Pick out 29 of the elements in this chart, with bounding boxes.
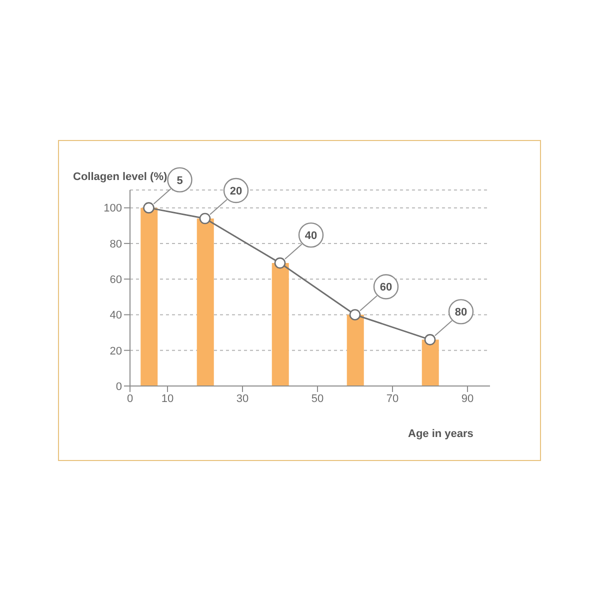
point	[349, 309, 361, 320]
point	[199, 212, 211, 224]
y-tick-label: 0	[116, 380, 122, 393]
point	[424, 334, 436, 346]
annotation: 40	[304, 230, 318, 242]
y-axis-title: Collagen level (%)	[73, 171, 168, 183]
x-tick-label: 70	[386, 392, 399, 405]
bar	[140, 208, 158, 386]
annotation: 60	[380, 282, 392, 294]
annotation: 80	[454, 306, 468, 319]
point	[274, 257, 286, 269]
y-tick-label: 80	[110, 238, 122, 250]
annotation: 5	[176, 174, 183, 187]
y-tick-label: 60	[110, 274, 122, 286]
bar	[346, 314, 364, 386]
bar	[422, 340, 439, 386]
annotation: 20	[230, 186, 242, 198]
x-tick-label: 0	[126, 392, 134, 405]
x-axis-title: Age in years	[408, 428, 474, 440]
x-tick-label: 10	[161, 392, 174, 405]
bar	[196, 218, 214, 386]
y-tick-label: 20	[110, 345, 122, 358]
x-tick-label: 30	[236, 392, 249, 405]
x-tick-label: 50	[311, 392, 324, 405]
bar	[272, 263, 289, 386]
x-tick-label: 90	[461, 392, 474, 405]
y-tick-label: 40	[110, 310, 122, 322]
y-tick-label: 100	[104, 202, 122, 215]
point	[143, 202, 154, 214]
